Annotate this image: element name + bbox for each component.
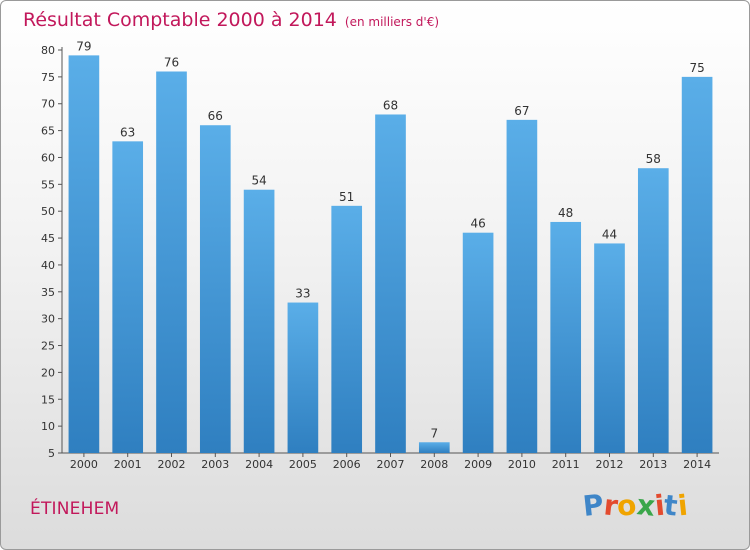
bar	[637, 168, 669, 454]
bar	[418, 442, 450, 453]
data-label: 7	[430, 426, 438, 440]
x-tick-label: 2004	[245, 458, 273, 471]
x-tick-label: 2007	[377, 458, 405, 471]
bar	[112, 141, 144, 453]
data-label: 46	[470, 217, 485, 231]
x-tick-label: 2005	[289, 458, 317, 471]
data-label: 33	[295, 287, 310, 301]
y-tick-label: 15	[41, 393, 55, 406]
y-tick-label: 80	[41, 44, 55, 57]
y-tick-label: 35	[41, 286, 55, 299]
bar	[506, 119, 538, 453]
bar	[331, 205, 363, 453]
bar	[681, 76, 713, 453]
data-label: 44	[602, 227, 617, 241]
chart-title: Résultat Comptable 2000 à 2014	[23, 9, 337, 31]
commune-name: ÉTINEHEM	[30, 499, 120, 519]
data-label: 58	[646, 152, 661, 166]
y-tick-label: 10	[41, 420, 55, 433]
proxiti-logo: Proxiti	[581, 488, 689, 523]
x-tick-label: 2013	[639, 458, 667, 471]
x-tick-label: 2014	[683, 458, 711, 471]
data-label: 66	[208, 109, 223, 123]
bar	[375, 114, 406, 453]
x-tick-label: 2011	[552, 458, 580, 471]
chart-title-block: Résultat Comptable 2000 à 2014 (en millie…	[23, 9, 439, 31]
logo-letter: i	[675, 488, 689, 523]
x-tick-label: 2001	[114, 458, 142, 471]
bar	[287, 302, 319, 453]
chart-subtitle: (en milliers d'€)	[344, 15, 440, 29]
data-label: 75	[689, 61, 704, 75]
y-tick-label: 55	[41, 178, 55, 191]
data-label: 51	[339, 190, 354, 204]
y-tick-label: 40	[41, 259, 55, 272]
data-label: 54	[251, 174, 266, 188]
bar	[594, 243, 625, 453]
x-tick-label: 2010	[508, 458, 536, 471]
y-tick-label: 50	[41, 205, 55, 218]
y-tick-label: 5	[48, 447, 55, 460]
data-label: 48	[558, 206, 573, 220]
x-tick-label: 2006	[333, 458, 361, 471]
y-tick-label: 65	[41, 125, 55, 138]
bar	[243, 189, 275, 453]
bar	[68, 55, 100, 454]
data-label: 63	[120, 125, 135, 139]
data-label: 79	[76, 39, 91, 53]
x-tick-label: 2000	[70, 458, 98, 471]
y-tick-label: 70	[41, 98, 55, 111]
y-tick-label: 45	[41, 232, 55, 245]
x-tick-label: 2002	[158, 458, 186, 471]
bar	[550, 221, 582, 453]
data-label: 67	[514, 104, 529, 118]
bar	[199, 125, 231, 453]
y-tick-label: 75	[41, 71, 55, 84]
x-tick-label: 2012	[596, 458, 624, 471]
y-tick-label: 30	[41, 313, 55, 326]
x-tick-label: 2008	[420, 458, 448, 471]
y-tick-label: 25	[41, 340, 55, 353]
x-tick-label: 2003	[201, 458, 229, 471]
x-tick-label: 2009	[464, 458, 492, 471]
bar	[462, 232, 494, 453]
y-tick-label: 20	[41, 366, 55, 379]
y-tick-label: 60	[41, 151, 55, 164]
data-label: 68	[383, 98, 398, 112]
bar	[156, 71, 187, 453]
data-label: 76	[164, 55, 179, 69]
